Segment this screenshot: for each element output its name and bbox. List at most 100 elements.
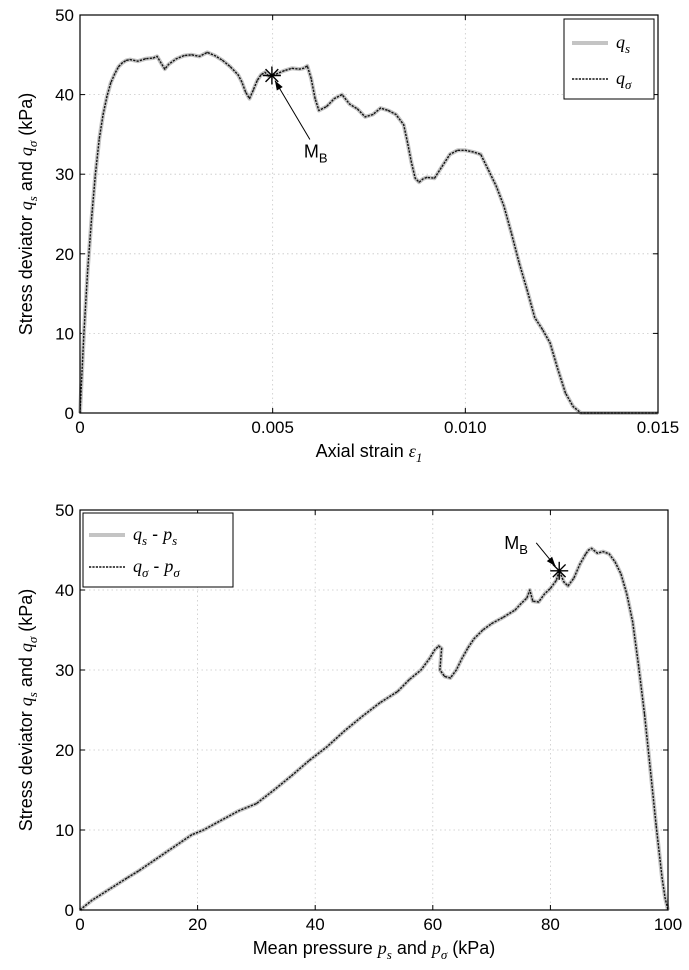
annotation-arrow [274,80,311,140]
legend-label: qs [616,32,630,56]
y-tick-label: 50 [55,501,74,520]
data-point [108,888,110,890]
data-point [655,825,657,827]
data-point [572,406,574,408]
data-point [573,577,575,579]
y-tick-label: 20 [55,741,74,760]
annotation-mb-label: MB [304,141,328,165]
data-point [379,107,382,109]
data-point [408,679,410,681]
x-tick-label: 20 [188,915,207,934]
data-point [90,217,93,219]
star-stroke [265,68,279,83]
x-tick-label: 100 [654,915,682,934]
data-point [472,151,474,153]
y-tick-label: 10 [55,324,74,343]
data-point [418,181,420,183]
point-mb-marker [550,561,569,580]
x-tick-label: 0.005 [251,418,294,437]
data-point [237,74,239,76]
data-point [433,177,436,179]
data-point [94,173,97,175]
legend-label: qs - ps [133,524,177,548]
annotation-arrowhead [274,80,283,91]
data-point [510,233,513,235]
annotation-mb-label: MB [504,533,528,557]
pressure-chart: 0 20 40 60 80 100 0 10 20 30 40 50 MB qs - ps qσ - pσ M… [16,501,682,962]
plot-area [80,15,658,413]
data-point [144,58,147,60]
data-point [502,616,504,618]
data-point [602,551,604,553]
x-axis-label: Axial strain ε1 [316,441,423,465]
data-point [395,113,397,116]
point-mb-marker [262,66,281,85]
x-tick-label: 0.010 [444,418,487,437]
data-point [83,332,85,334]
x-axis-label: Mean pressure ps and pσ (kPa) [253,938,496,962]
data-point [563,581,565,583]
data-point [306,65,308,67]
data-point [588,549,590,551]
data-point [333,97,335,100]
data-point [518,262,520,264]
x-tick-label: 0 [75,915,84,934]
legend: qs - ps qσ - pσ [82,512,234,588]
data-point [291,67,293,69]
data-point [638,665,640,667]
data-point [241,81,243,83]
data-point [422,178,424,180]
data-point [467,647,469,649]
data-point [260,74,262,76]
annotation-arrowhead [546,556,556,567]
data-point [341,94,343,96]
data-point [406,141,409,143]
data-point [129,58,131,61]
data-point [529,589,531,591]
data-point [557,368,559,370]
data-point [387,109,389,112]
data-point [273,789,275,791]
x-tick-label: 60 [423,915,442,934]
series-line-dotted [79,51,658,414]
data-point [314,97,316,100]
data-point [438,645,440,647]
y-tick-label: 40 [55,581,74,600]
data-point [538,601,540,603]
data-point [567,585,569,587]
data-point [414,177,416,179]
data-point [541,328,544,331]
data-point [426,176,428,178]
data-point [564,392,567,394]
data-point [117,66,120,68]
data-point [220,819,222,822]
data-point [543,593,546,595]
data-point [439,669,441,671]
data-point [168,63,170,65]
data-point [449,153,451,155]
y-tick-label: 0 [65,901,74,920]
data-point [221,59,224,61]
data-point [403,124,405,126]
y-tick-label: 50 [55,6,74,25]
data-point [534,316,536,319]
data-point [110,82,112,84]
data-point [156,55,158,57]
data-point [532,600,534,602]
y-tick-label: 40 [55,86,74,105]
data-point [441,647,443,650]
data-point [255,803,257,805]
data-point [173,846,175,848]
data-point [364,116,366,118]
data-point [248,97,251,100]
data-point [191,54,193,56]
data-point [326,105,328,108]
data-point [356,108,359,110]
data-point [429,657,431,659]
data-point [643,713,646,715]
axes-frame [79,509,669,911]
data-point [275,73,278,75]
data-point [229,66,231,68]
data-point [526,289,528,291]
y-tick-label: 0 [65,404,74,423]
